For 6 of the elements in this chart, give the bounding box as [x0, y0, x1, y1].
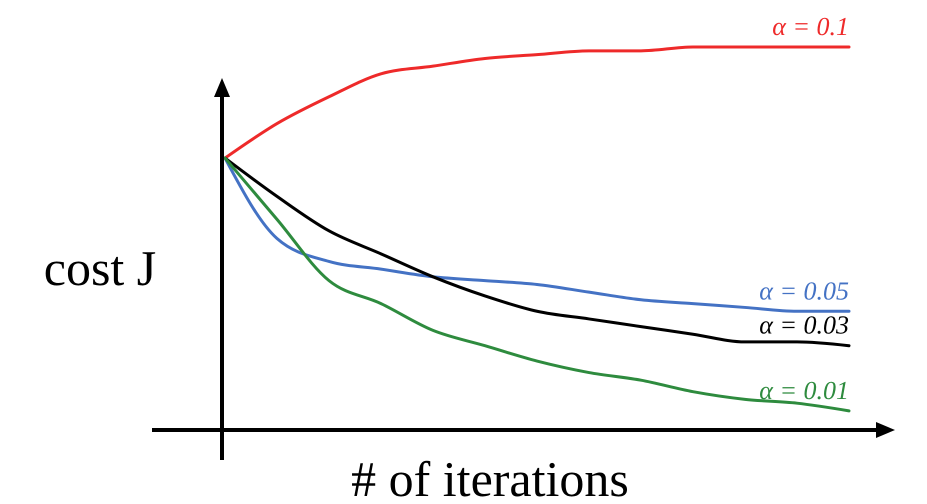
series-label: α = 0.1	[772, 12, 849, 41]
x-axis-title: # of iterations	[351, 451, 629, 504]
series-label: α = 0.03	[759, 310, 849, 340]
series-label: α = 0.01	[759, 376, 849, 405]
y-axis-title: cost J	[44, 240, 156, 296]
series-label: α = 0.05	[759, 276, 849, 306]
